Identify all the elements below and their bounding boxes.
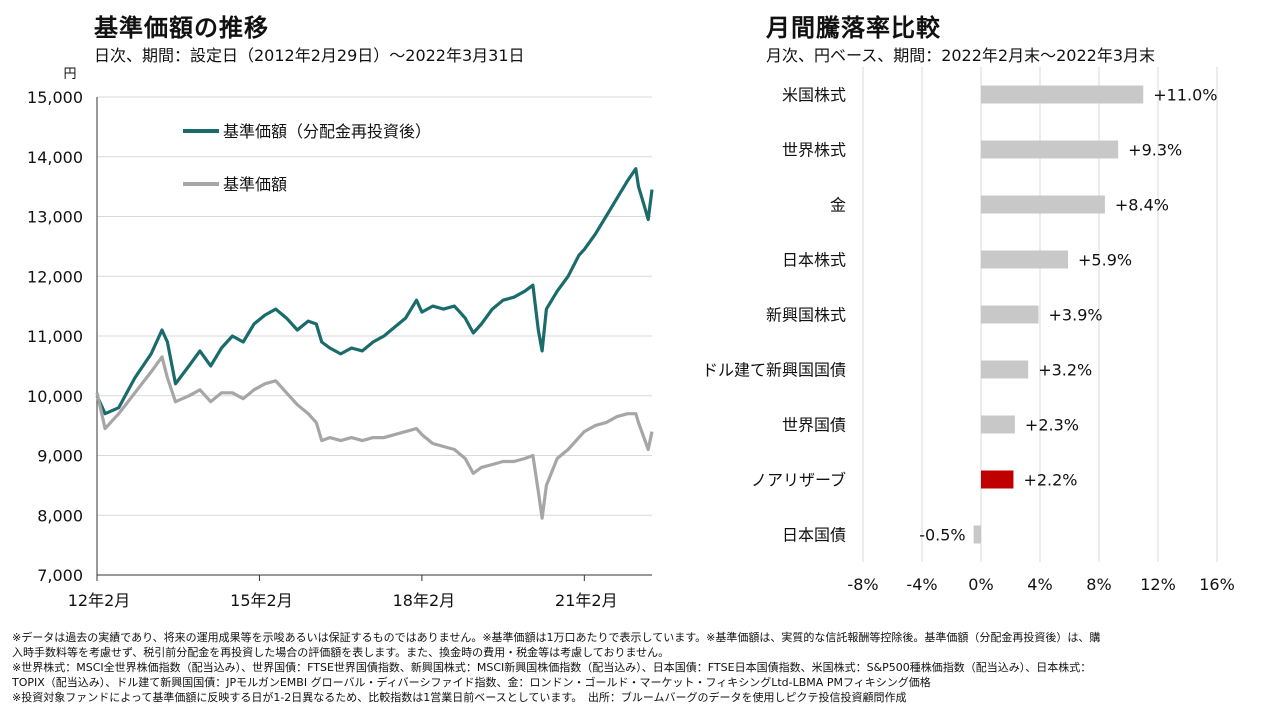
y-tick-label: 9,000	[37, 447, 83, 466]
bar	[981, 195, 1105, 214]
y-tick-label: 13,000	[27, 208, 83, 227]
category-label: ノアリザーブ	[751, 471, 846, 490]
y-tick-label: 10,000	[27, 387, 83, 406]
y-tick-label: 15,000	[27, 88, 83, 107]
bar	[973, 525, 981, 544]
y-tick-label: 12,000	[27, 267, 83, 286]
x-tick-label: 0%	[968, 575, 993, 594]
monthly-return-bar-chart: -8% -4% 0% 4% 8% 12% 16% 米国株式 +11.0% 世界株式 +9.3% 金 +8…	[702, 67, 1235, 594]
category-label: ドル建て新興国国債	[702, 361, 846, 380]
line-chart-subtitle: 日次、期間：設定日（2012年2月29日）～2022年3月31日	[94, 46, 525, 65]
bar	[981, 360, 1029, 379]
data-label: +9.3%	[1128, 141, 1182, 160]
bar	[981, 85, 1144, 104]
bar	[981, 470, 1014, 489]
category-label: 世界国債	[782, 416, 846, 435]
data-label: +5.9%	[1078, 251, 1132, 270]
footnote-line: ※投資対象ファンドによって基準価額に反映する日が1-2日異なるため、比較指数は1…	[12, 691, 907, 704]
bar-chart-subtitle: 月次、円ベース、期間：2022年2月末～2022年3月末	[766, 46, 1155, 65]
data-label: +2.3%	[1025, 416, 1079, 435]
x-tick-label: 15年2月	[230, 591, 293, 610]
x-tick-label: 18年2月	[393, 591, 456, 610]
data-label: +11.0%	[1153, 86, 1217, 105]
footnote-line: TOPIX（配当込み）、ドル建て新興国国債：JPモルガンEMBI グローバル・デ…	[12, 676, 931, 689]
x-tick-label: 12年2月	[68, 591, 131, 610]
y-tick-label: 14,000	[27, 148, 83, 167]
data-label: +3.2%	[1038, 361, 1092, 380]
y-tick-label: 8,000	[37, 506, 83, 525]
x-tick-label: -4%	[906, 575, 937, 594]
bar-chart-title: 月間騰落率比較	[766, 14, 941, 42]
y-tick-label: 11,000	[27, 327, 83, 346]
bar	[981, 305, 1039, 324]
x-tick-label: 12%	[1140, 575, 1176, 594]
nav-line-chart: 7,000 8,000 9,000 10,000 11,000 12,000 13,000 1…	[27, 67, 654, 610]
x-tick-label: 16%	[1199, 575, 1235, 594]
line-series	[95, 355, 654, 520]
y-tick-label: 7,000	[37, 566, 83, 585]
line-chart-title: 基準価額の推移	[94, 14, 269, 42]
legend-label: 基準価額	[223, 175, 287, 194]
data-label: +8.4%	[1115, 196, 1169, 215]
category-label: 米国株式	[782, 86, 846, 105]
x-tick-label: -8%	[847, 575, 878, 594]
bar	[981, 140, 1119, 159]
footnote-line: 入時手数料等を考慮せず、税引前分配金を再投資した場合の評価額を表します。また、換…	[12, 646, 670, 659]
x-tick-label: 21年2月	[555, 591, 618, 610]
category-label: 新興国株式	[766, 306, 846, 325]
category-label: 世界株式	[782, 141, 846, 160]
footnote-line: ※データは過去の実績であり、将来の運用成果等を示唆あるいは保証するものではありま…	[12, 631, 1101, 644]
category-label: 日本株式	[782, 251, 846, 270]
bar	[981, 415, 1015, 434]
footnotes: ※データは過去の実績であり、将来の運用成果等を示唆あるいは保証するものではありま…	[12, 630, 1270, 705]
x-tick-label: 4%	[1027, 575, 1052, 594]
data-label: -0.5%	[919, 526, 965, 545]
bar	[981, 250, 1069, 269]
data-label: +2.2%	[1023, 471, 1077, 490]
footnote-line: ※世界株式：MSCI全世界株価指数（配当込み）、世界国債：FTSE世界国債指数、…	[12, 661, 1092, 674]
data-label: +3.9%	[1049, 306, 1103, 325]
category-label: 金	[830, 196, 846, 215]
y-axis-unit: 円	[63, 67, 76, 82]
category-label: 日本国債	[782, 526, 846, 545]
line-series	[95, 167, 654, 416]
legend-label: 基準価額（分配金再投資後）	[223, 122, 431, 141]
x-tick-label: 8%	[1086, 575, 1111, 594]
